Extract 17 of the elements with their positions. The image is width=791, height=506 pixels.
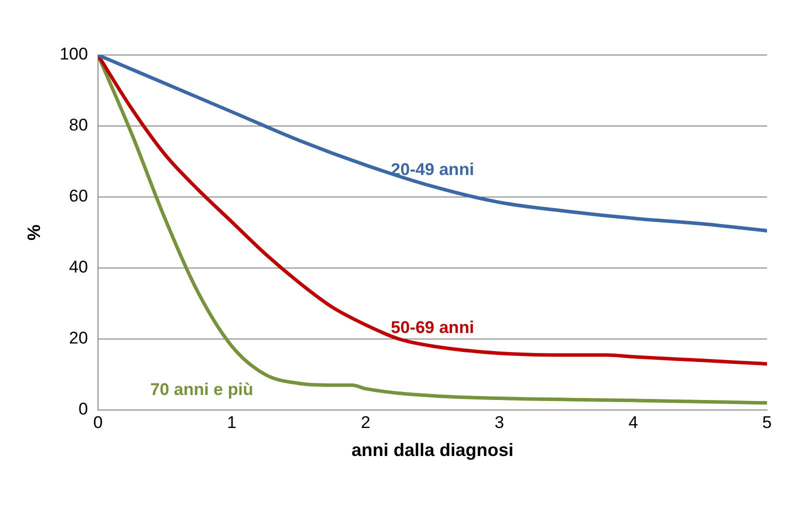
- x-tick-label: 0: [93, 412, 103, 432]
- x-tick-label: 1: [227, 412, 237, 432]
- y-tick-label: 100: [60, 44, 88, 64]
- x-tick-label: 5: [762, 412, 772, 432]
- y-tick-label: 20: [69, 328, 88, 348]
- series-label: 70 anni e più: [150, 380, 254, 400]
- x-tick-label: 2: [360, 412, 370, 432]
- y-tick-label: 80: [69, 116, 88, 135]
- y-axis-title: %: [24, 224, 44, 241]
- y-tick-label: 0: [78, 400, 88, 419]
- y-tick-label: 60: [69, 186, 88, 206]
- series-label: 50-69 anni: [390, 318, 474, 337]
- x-tick-label: 3: [494, 412, 504, 432]
- x-tick-label: 4: [628, 412, 638, 432]
- series-label: 20-49 anni: [390, 160, 474, 180]
- x-axis-title: anni dalla diagnosi: [351, 440, 514, 460]
- y-tick-label: 40: [69, 258, 88, 277]
